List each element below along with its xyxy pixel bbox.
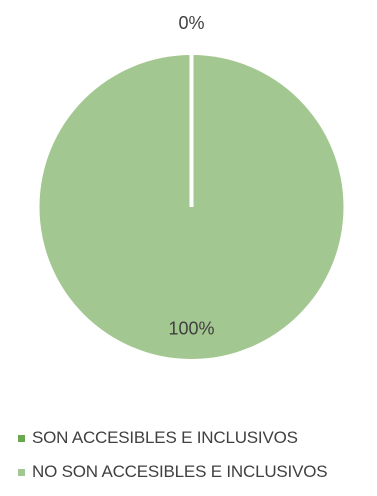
legend-swatch-son-accesibles — [18, 434, 25, 442]
legend-swatch-no-son-accesibles — [18, 468, 25, 476]
legend-item-no-son-accesibles: NO SON ACCESIBLES E INCLUSIVOS — [18, 462, 328, 482]
legend-label-no-son-accesibles: NO SON ACCESIBLES E INCLUSIVOS — [32, 462, 328, 481]
legend: SON ACCESIBLES E INCLUSIVOS NO SON ACCES… — [18, 428, 328, 496]
pie-slices — [39, 55, 344, 359]
pie-data-labels: 0% 100% — [168, 13, 214, 339]
legend-label-son-accesibles: SON ACCESIBLES E INCLUSIVOS — [32, 428, 298, 447]
pie-data-label-1: 100% — [168, 319, 214, 339]
pie-data-label-0: 0% — [178, 13, 204, 33]
pie-chart: 0% 100% — [39, 13, 344, 359]
legend-item-son-accesibles: SON ACCESIBLES E INCLUSIVOS — [18, 428, 327, 448]
